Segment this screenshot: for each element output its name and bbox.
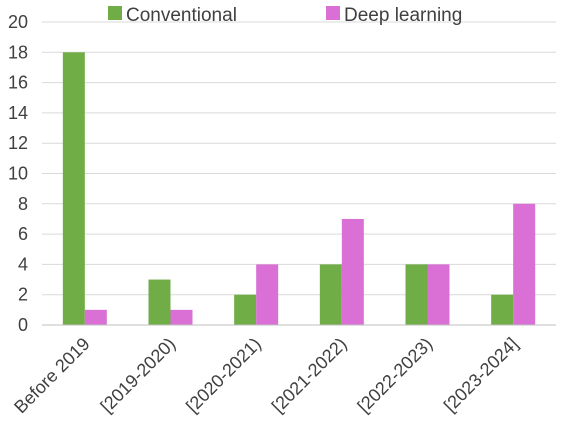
x-tick-label-2021-2022: [2021-2022) (268, 334, 351, 417)
y-tick-label-16: 16 (8, 73, 28, 93)
bar-deep-learning-2023-2024 (513, 203, 536, 325)
x-tick-label-2022-2023: [2022-2023) (354, 334, 437, 417)
y-axis-tick-labels: 0 2 4 6 8 10 12 14 16 18 20 (8, 12, 28, 335)
legend-item-deep-learning: Deep learning (326, 5, 462, 26)
legend-item-conventional: Conventional (108, 5, 237, 26)
bars (62, 52, 536, 326)
x-tick-label-2019-2020: [2019-2020) (97, 334, 180, 417)
bar-conventional-2019-2020 (148, 279, 171, 325)
gridlines (42, 21, 556, 296)
y-tick-label-4: 4 (18, 254, 28, 274)
y-tick-label-12: 12 (8, 133, 28, 153)
bar-deep-learning-2020-2021 (256, 264, 279, 325)
bar-deep-learning-2019-2020 (170, 309, 193, 325)
bar-deep-learning-before-2019 (84, 309, 107, 325)
y-tick-label-20: 20 (8, 12, 28, 32)
bar-conventional-2020-2021 (234, 294, 257, 325)
legend-swatch-conventional (108, 6, 122, 20)
x-tick-label-2023-2024: [2023-2024] (440, 334, 522, 416)
bar-conventional-before-2019 (62, 52, 85, 326)
y-tick-label-14: 14 (8, 103, 28, 123)
y-tick-label-6: 6 (18, 224, 28, 244)
legend-swatch-deep-learning (326, 6, 340, 20)
y-tick-label-2: 2 (18, 285, 28, 305)
bar-deep-learning-2021-2022 (341, 218, 364, 325)
y-tick-label-18: 18 (8, 42, 28, 62)
bar-deep-learning-2022-2023 (427, 264, 450, 325)
legend-label-deep-learning: Deep learning (344, 5, 462, 26)
bar-conventional-2021-2022 (319, 264, 342, 325)
legend-label-conventional: Conventional (126, 5, 237, 26)
bar-conventional-2022-2023 (405, 264, 428, 325)
y-tick-label-10: 10 (8, 164, 28, 184)
bar-conventional-2023-2024 (491, 294, 514, 325)
x-axis-tick-labels: Before 2019 [2019-2020) [2020-2021) [2021-2… (10, 334, 522, 417)
x-tick-label-before-2019: Before 2019 (10, 334, 93, 417)
y-tick-label-0: 0 (18, 315, 28, 335)
x-tick-label-2020-2021: [2020-2021) (182, 334, 265, 417)
y-tick-label-8: 8 (18, 194, 28, 214)
legend: Conventional Deep learning (108, 5, 462, 26)
